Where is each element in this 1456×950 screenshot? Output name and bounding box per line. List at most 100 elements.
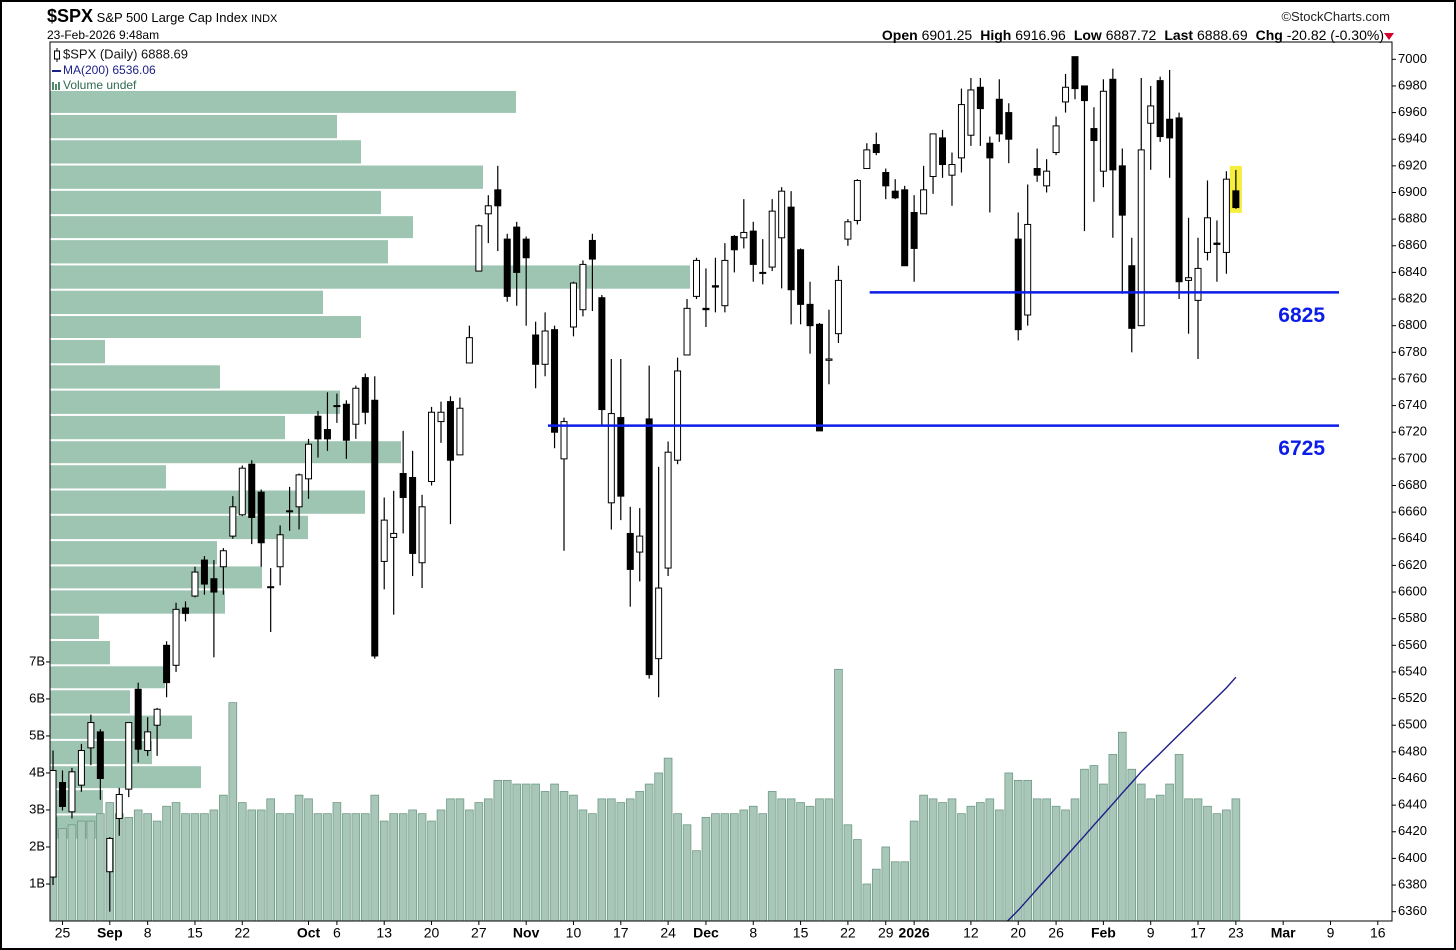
candle-body bbox=[305, 443, 313, 480]
moving-average bbox=[1006, 676, 1237, 921]
quote-label: Open bbox=[881, 27, 918, 43]
candle-body bbox=[68, 771, 76, 813]
x-tick-label: 6 bbox=[333, 925, 341, 941]
candle-body bbox=[1175, 117, 1183, 283]
volume-bar bbox=[597, 798, 607, 921]
y-tick-label: 6560 bbox=[1398, 637, 1427, 652]
candle-body bbox=[588, 239, 596, 260]
volume-bar bbox=[550, 783, 559, 921]
y-tick-label: 6760 bbox=[1398, 370, 1427, 385]
volume-bar bbox=[1155, 794, 1165, 921]
volume-bar bbox=[67, 824, 77, 921]
x-tick-label: 12 bbox=[963, 925, 979, 941]
candle-body bbox=[882, 172, 890, 187]
candle-body bbox=[825, 358, 833, 361]
candle-body bbox=[248, 463, 256, 518]
candle-body bbox=[853, 180, 861, 221]
candle-body bbox=[352, 387, 360, 425]
volume-by-price-bar bbox=[50, 515, 308, 540]
legend-volume-swatch bbox=[58, 82, 60, 90]
quote-label: Low bbox=[1073, 27, 1102, 43]
volume-bar bbox=[1108, 754, 1118, 921]
candle-body bbox=[569, 282, 577, 328]
y-tick-label: 6400 bbox=[1398, 850, 1427, 865]
candle-body bbox=[1005, 112, 1013, 140]
candle-body bbox=[560, 421, 568, 460]
volume-bar bbox=[701, 816, 711, 921]
candle-body bbox=[617, 417, 625, 497]
volume-bar bbox=[247, 809, 257, 921]
y2-tick-label: 3B bbox=[29, 801, 45, 816]
candle-body bbox=[380, 519, 388, 562]
volume-bar bbox=[200, 813, 209, 921]
volume-by-price bbox=[50, 90, 690, 839]
volume-bar bbox=[266, 798, 275, 921]
candle-body bbox=[768, 210, 776, 268]
volume-bar bbox=[455, 798, 465, 921]
candle-body bbox=[759, 271, 767, 274]
candle-body bbox=[276, 534, 284, 568]
volume-by-price-bar bbox=[50, 640, 110, 665]
candle-body bbox=[58, 781, 66, 807]
candle-body bbox=[1052, 125, 1060, 154]
candle-body bbox=[598, 297, 606, 411]
y2-tick-label: 1B bbox=[29, 875, 45, 890]
candle-body bbox=[134, 688, 142, 750]
volume-by-price-bar bbox=[50, 690, 130, 714]
candle-body bbox=[182, 607, 190, 614]
x-tick-label: 29 bbox=[878, 925, 894, 941]
volume-by-price-bar bbox=[50, 790, 103, 814]
volume-bar bbox=[408, 809, 417, 921]
y-tick-label: 6500 bbox=[1398, 717, 1427, 732]
candle-body bbox=[1194, 267, 1202, 301]
volume-bar bbox=[1070, 798, 1080, 921]
volume-bar bbox=[124, 816, 134, 921]
volume-bar bbox=[133, 809, 143, 921]
chart-subtitle: S&P 500 Large Cap Index bbox=[96, 10, 248, 25]
volume-bar bbox=[786, 798, 796, 921]
quote-label: Last bbox=[1164, 27, 1194, 43]
volume-bar bbox=[1184, 798, 1193, 921]
volume-bar bbox=[1212, 813, 1222, 921]
volume-bar bbox=[559, 791, 569, 921]
candle-body bbox=[1062, 86, 1070, 103]
candle-body bbox=[314, 415, 322, 440]
candle-body bbox=[834, 279, 842, 335]
volume-by-price-bar bbox=[50, 190, 381, 215]
x-tick-label: 15 bbox=[793, 925, 809, 941]
candle-body bbox=[797, 249, 805, 305]
volume-bar bbox=[625, 798, 635, 921]
chart-title: $SPX bbox=[47, 6, 94, 26]
legend-volume-swatch bbox=[52, 82, 54, 90]
volume-bar bbox=[919, 794, 928, 921]
volume-bar bbox=[446, 798, 455, 921]
volume-bar bbox=[152, 820, 162, 921]
x-tick-label: Mar bbox=[1271, 925, 1296, 941]
volume-bar bbox=[427, 820, 436, 921]
candle-body bbox=[361, 377, 369, 413]
candle-body bbox=[1043, 170, 1051, 187]
volume-by-price-bar bbox=[50, 339, 105, 364]
legend-label: MA(200) 6536.06 bbox=[63, 63, 156, 77]
y-tick-label: 6600 bbox=[1398, 583, 1427, 598]
volume-bar bbox=[890, 861, 900, 921]
volume-bar bbox=[351, 813, 361, 921]
volume-bar bbox=[909, 820, 919, 921]
x-tick-label: 8 bbox=[749, 925, 757, 941]
volume-bar bbox=[938, 802, 947, 921]
volume-by-price-bar bbox=[50, 715, 192, 739]
title-row: $SPX S&P 500 Large Cap Index INDX bbox=[47, 6, 277, 27]
candle-body bbox=[787, 206, 795, 291]
y-tick-label: 6900 bbox=[1398, 184, 1427, 199]
volume-bar bbox=[171, 802, 181, 921]
volume-bar bbox=[711, 813, 720, 921]
volume-bar bbox=[720, 813, 730, 921]
volume-bar bbox=[370, 794, 380, 921]
candle-body bbox=[1090, 128, 1098, 142]
volume-bar bbox=[209, 809, 219, 921]
y2-tick-label: 2B bbox=[29, 838, 45, 853]
candle-body bbox=[494, 189, 502, 207]
volume-bar bbox=[616, 802, 626, 921]
candle-body bbox=[456, 407, 464, 456]
volume-by-price-bar bbox=[50, 541, 217, 565]
